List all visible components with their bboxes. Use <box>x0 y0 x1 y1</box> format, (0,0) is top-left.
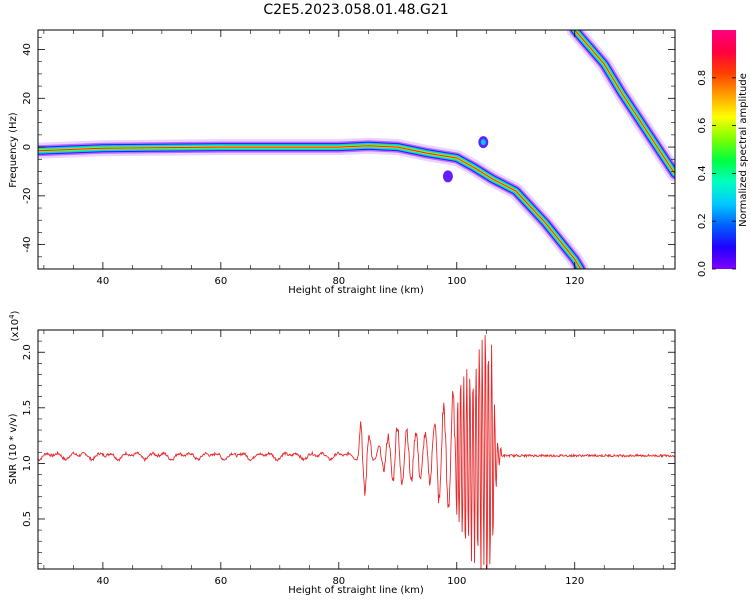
snr-y-label: SNR (10 * v/v) <box>8 413 19 484</box>
colorbar-bar <box>712 30 736 269</box>
trace-main-band-5 <box>38 144 582 269</box>
snr-frame <box>37 329 676 570</box>
colorbar-ticks: 0.0 0.2 0.4 0.6 0.8 <box>697 70 736 277</box>
spectrogram-x-tick-label: 80 <box>332 276 345 287</box>
snr-y-tick-label: 1.0 <box>22 455 33 471</box>
colorbar-label: Normalized spectral amplitude <box>738 73 749 227</box>
spectrogram-frame <box>37 29 676 270</box>
trace-main-band-2 <box>38 141 585 269</box>
snr-y-multiplier-base: (x10 <box>10 319 21 342</box>
spectrogram-y-tick-label: 0 <box>22 144 33 150</box>
colorbar-tick-label: 0.2 <box>697 213 708 229</box>
snr-x-tick-label: 40 <box>97 576 110 587</box>
trace-main-band-4 <box>38 143 583 269</box>
spectrogram-traces <box>38 30 675 269</box>
spectrogram-x-ticks: 40 60 80 100 120 <box>43 30 664 287</box>
colorbar-tick-label: 0.6 <box>697 118 708 134</box>
spectrogram-x-tick-label: 60 <box>214 276 227 287</box>
spectrogram-x-label: Height of straight line (km) <box>288 285 424 296</box>
trace-main-band-3 <box>38 142 584 269</box>
snr-y-tick-label: 2.0 <box>22 344 33 360</box>
snr-x-tick-label: 120 <box>565 576 584 587</box>
snr-x-tick-label: 100 <box>447 576 466 587</box>
trace-upper-band-6 <box>574 30 675 175</box>
colorbar-tick-label: 0.0 <box>697 261 708 277</box>
snr-series-line <box>38 334 675 569</box>
snr-panel: 40 60 80 100 120 0.5 1.0 1.5 2.0 Height of stra… <box>8 310 676 596</box>
snr-x-tick-label: 60 <box>214 576 227 587</box>
snr-x-label: Height of straight line (km) <box>288 585 424 596</box>
spectral-blob-core <box>480 139 486 146</box>
colorbar-tick-label: 0.4 <box>697 165 708 181</box>
colorbar: 0.0 0.2 0.4 0.6 0.8 Normalized spectral ampl… <box>697 30 749 277</box>
spectrogram-panel: 40 60 80 100 120 -40 -20 0 20 40 Height of strai… <box>8 29 676 296</box>
colorbar-tick-label: 0.8 <box>697 70 708 86</box>
trace-main-band-6 <box>38 145 582 269</box>
spectrogram-x-tick-label: 40 <box>97 276 110 287</box>
trace-main-band-1 <box>38 140 587 269</box>
spectrogram-x-tick-label: 100 <box>447 276 466 287</box>
spectrogram-y-tick-label: 40 <box>22 43 33 56</box>
spectrogram-y-label: Frequency (Hz) <box>8 112 19 188</box>
spectrogram-y-ticks: -40 -20 0 20 40 <box>22 37 675 270</box>
snr-x-tick-label: 80 <box>332 576 345 587</box>
snr-x-ticks: 40 60 80 100 120 <box>43 330 664 587</box>
trace-main-band-0 <box>38 137 589 269</box>
snr-y-tick-label: 0.5 <box>22 511 33 527</box>
spectrogram-y-tick-label: -20 <box>22 188 33 204</box>
spectrogram-x-tick-label: 120 <box>565 276 584 287</box>
spectrogram-y-tick-label: -40 <box>22 236 33 252</box>
spectral-blob <box>442 170 453 183</box>
snr-y-multiplier: (x104) <box>8 310 21 341</box>
spectrogram-y-tick-label: 20 <box>22 92 33 105</box>
snr-y-multiplier-exponent: 4 <box>8 314 16 319</box>
figure-title: C2E5.2023.058.01.48.G21 <box>263 2 448 18</box>
snr-y-tick-label: 1.5 <box>22 400 33 416</box>
snr-y-ticks: 0.5 1.0 1.5 2.0 <box>22 329 675 564</box>
